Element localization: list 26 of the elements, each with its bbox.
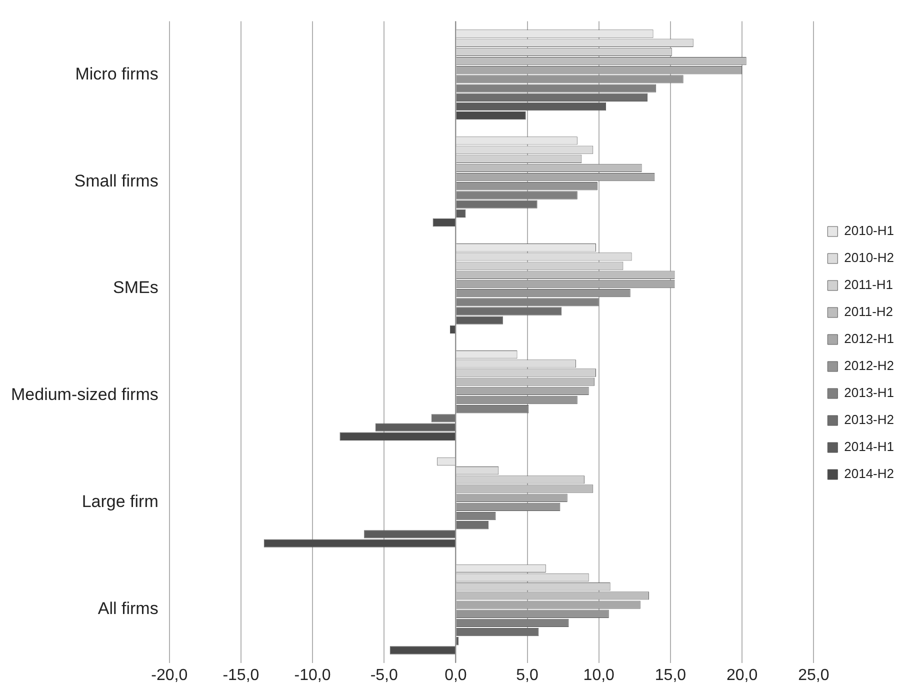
legend-label: 2012-H2	[844, 358, 894, 374]
legend-label: 2013-H1	[844, 385, 894, 400]
x-tick-label: 0,0	[444, 666, 467, 684]
x-tick-label: 15,0	[654, 666, 686, 684]
x-tick-label: 10,0	[583, 666, 615, 684]
y-tick-label: Medium-sized firms	[10, 385, 158, 404]
y-tick-label: Large firm	[82, 492, 158, 512]
y-tick-label: Micro firms	[75, 64, 158, 84]
legend-label: 2010-H2	[844, 250, 894, 266]
x-tick-label: 5,0	[516, 666, 539, 684]
x-tick-label: -20,0	[151, 666, 188, 684]
legend-label: 2014-H2	[844, 466, 894, 482]
x-tick-label: -5,0	[370, 666, 398, 684]
legend-label: 2010-H1	[844, 223, 894, 238]
legend-label: 2014-H1	[844, 439, 894, 454]
y-tick-label: SMEs	[113, 278, 158, 298]
legend-label: 2011-H2	[844, 304, 894, 320]
y-tick-label: Small firms	[74, 171, 158, 190]
legend-label: 2012-H1	[844, 331, 894, 346]
x-tick-label: 20,0	[726, 666, 758, 684]
legend-label: 2013-H2	[844, 412, 894, 428]
legend-label: 2011-H1	[844, 277, 894, 292]
x-tick-label: 25,0	[798, 666, 830, 684]
x-tick-label: -10,0	[294, 666, 331, 684]
y-tick-label: All firms	[98, 599, 158, 618]
x-tick-label: -15,0	[222, 666, 260, 684]
